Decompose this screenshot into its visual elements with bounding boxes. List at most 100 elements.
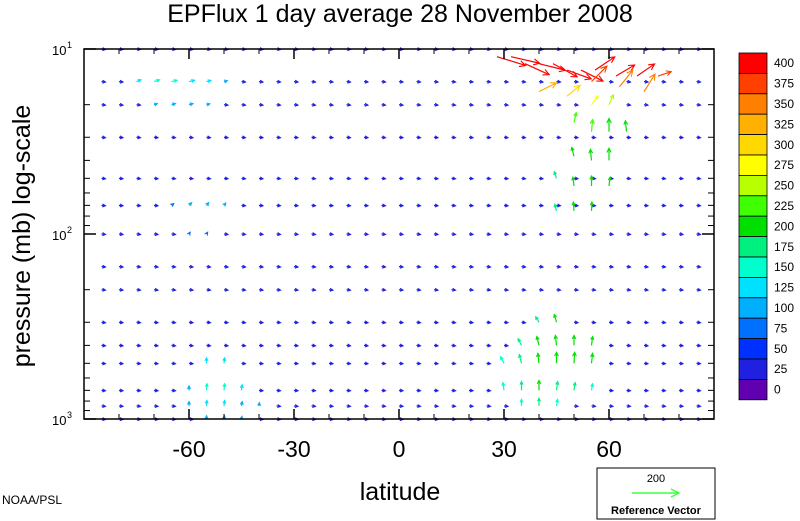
vector-arrow [276,404,282,409]
vector-arrow [591,264,597,269]
vector-arrow [188,135,195,140]
vector-arrow [678,102,685,107]
vector-arrow [521,264,527,269]
vector-arrow [171,404,177,409]
vector-arrow [626,287,632,292]
x-axis-label: latitude [360,478,441,506]
vector-arrow [293,203,300,208]
vector-arrow [258,287,265,292]
vector-arrow [346,320,352,325]
y-tick-label: 10 3 [52,410,72,428]
vector-arrow [118,232,125,237]
vector-arrow [468,343,475,348]
vector-arrow [661,287,667,292]
vector-arrow [573,79,580,84]
vector-arrow [241,102,247,107]
vector-arrow [398,79,405,84]
reference-arrow-head [670,488,681,498]
vector-arrow [451,264,457,269]
vector-arrow [468,176,475,181]
vector-arrow [328,79,335,84]
y-axis-label: pressure (mb) log-scale [8,105,36,368]
vector-arrow [608,93,615,105]
vector-arrow [363,287,370,292]
vector-arrow [626,404,632,409]
vector-arrow [171,361,177,366]
vector-arrow [468,79,475,84]
vector-arrow [223,232,230,237]
vector-arrow [451,343,457,348]
colorbar-label: 100 [774,301,794,315]
vector-arrow [589,200,594,211]
colorbar-label: 300 [774,138,794,152]
vector-arrow [276,232,282,237]
vector-arrow [258,102,265,107]
vector-arrow [101,343,107,348]
vector-arrow [381,388,387,393]
vector-arrow [536,352,541,364]
vector-arrow [206,176,212,181]
vector-arrow [553,203,558,212]
vector-arrow [696,388,702,393]
vector-arrow [538,287,545,292]
vector-arrow [615,64,636,77]
vector-arrow [521,320,527,325]
vector-arrow [346,361,352,366]
vector-arrow [118,404,125,409]
vector-arrow [486,264,492,269]
vector-arrow [328,135,335,140]
vector-arrow [636,63,656,77]
vector-arrow [416,404,422,409]
vector-arrow [170,202,175,207]
vector-arrow [153,135,160,140]
vector-arrow [608,79,615,84]
vector-arrow [678,320,685,325]
vector-arrow [223,176,230,181]
vector-arrow [573,287,580,292]
vector-arrow [153,203,160,208]
vector-arrow [696,79,702,84]
vector-arrow [101,320,107,325]
vector-arrow [223,135,230,140]
vector-arrow [573,320,580,325]
vector-arrow [241,287,247,292]
colorbar-label: 175 [774,240,794,254]
vector-arrow [188,287,195,292]
vector-arrow [328,287,335,292]
vector-arrow [696,176,702,181]
vector-arrow [678,232,685,237]
colorbar-label: 0 [774,383,781,397]
vector-arrow [311,203,317,208]
vector-arrow [521,287,527,292]
vector-arrow [398,135,405,140]
vector-arrow [293,388,300,393]
vector-arrow [556,264,562,269]
vector-arrow [521,102,527,107]
vector-arrow [346,102,352,107]
vector-arrow [328,102,335,107]
vector-arrow [608,388,615,393]
vector-arrow [626,232,632,237]
vector-arrow [363,404,370,409]
vector-arrow [416,320,422,325]
vector-arrow [537,397,541,406]
vector-arrow [204,382,209,391]
vector-arrow [503,404,510,409]
vector-arrow [257,401,262,407]
vector-arrow [328,232,335,237]
vector-arrow [381,79,387,84]
vector-arrow [606,147,612,161]
vector-arrow [206,320,212,325]
vector-arrow [608,320,615,325]
vector-arrow [153,102,159,107]
vector-arrow [591,320,597,325]
vector-arrow [678,404,685,409]
reference-magnitude: 200 [647,473,665,485]
vector-arrow [241,343,247,348]
vector-arrow [136,232,142,237]
vector-arrow [555,380,560,391]
vector-arrow [573,264,580,269]
vector-arrow [503,343,510,348]
y-tick-exponent: 3 [67,410,72,420]
vector-arrow [293,320,300,325]
